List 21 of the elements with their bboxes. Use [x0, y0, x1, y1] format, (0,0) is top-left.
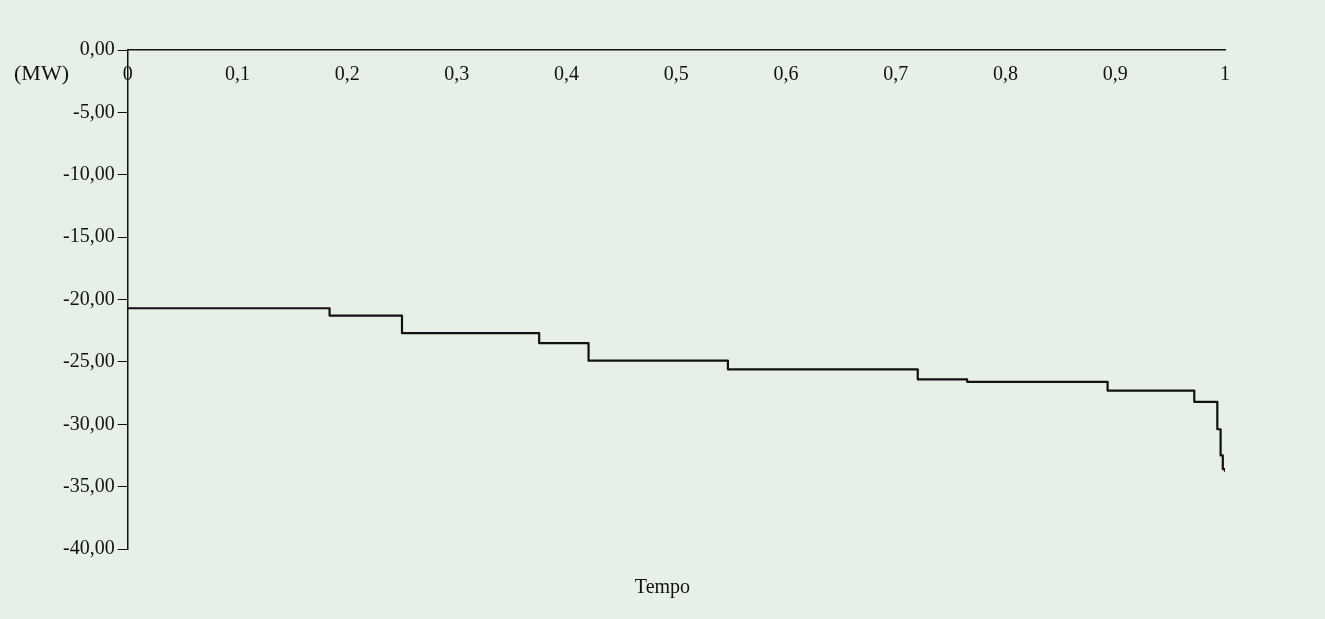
- y-tick-label: -5,00: [72, 99, 115, 122]
- y-tick-label: -40,00: [62, 536, 115, 559]
- y-tick-label: -15,00: [62, 224, 115, 247]
- x-tick-label: 0,2: [334, 62, 360, 85]
- x-tick-label: 0,8: [993, 62, 1019, 85]
- x-tick-label: 0,6: [773, 62, 799, 85]
- y-tick-label: -25,00: [62, 349, 115, 372]
- x-tick-label: 0,7: [883, 62, 909, 85]
- x-axis-title: Tempo: [633, 575, 692, 598]
- y-tick-label: -20,00: [62, 286, 115, 309]
- x-tick-label: 0,5: [663, 62, 689, 85]
- y-axis-title: (MW): [14, 60, 69, 86]
- x-tick-label: 0,4: [554, 62, 580, 85]
- x-tick-label: 1: [1220, 62, 1230, 85]
- x-tick-label: 0,1: [224, 62, 250, 85]
- y-tick-label: -30,00: [62, 411, 115, 434]
- x-tick-label: 0,9: [1102, 62, 1128, 85]
- y-tick-label: -10,00: [62, 162, 115, 184]
- y-tick-label: 0,00: [79, 37, 115, 60]
- x-tick-label: 0,3: [444, 62, 470, 85]
- y-tick-label: -35,00: [62, 473, 115, 496]
